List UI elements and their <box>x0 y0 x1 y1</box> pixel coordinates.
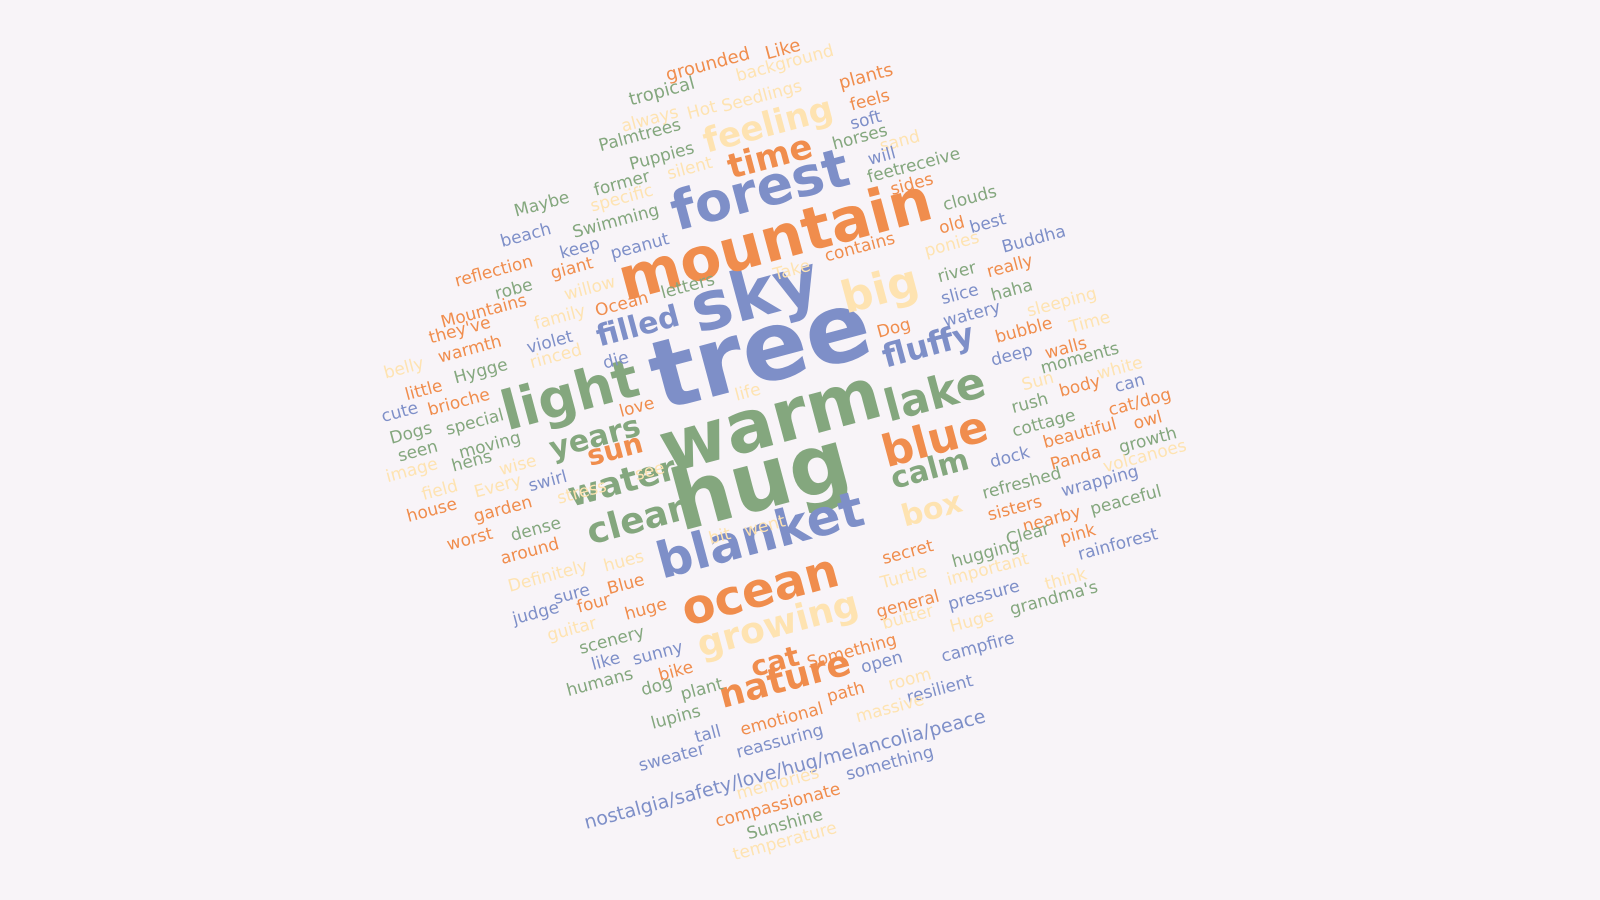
cloud-word: box <box>897 484 967 535</box>
cloud-word: belly <box>381 353 427 384</box>
cloud-word: sweater <box>636 739 708 776</box>
cloud-word: dock <box>987 442 1032 473</box>
cloud-word: body <box>1056 371 1103 402</box>
cloud-word: huge <box>622 594 670 625</box>
cloud-word: campfire <box>939 628 1017 667</box>
cloud-word: humans <box>564 664 636 701</box>
cloud-word: secret <box>879 536 936 569</box>
cloud-word: around <box>498 534 562 569</box>
cloud-word: clouds <box>940 181 999 216</box>
cloud-word: hens <box>449 446 495 477</box>
cloud-word: house <box>404 494 460 527</box>
cloud-word: Maybe <box>512 187 572 222</box>
cloud-word: worst <box>444 523 496 556</box>
cloud-word: Buddha <box>999 221 1068 258</box>
cloud-word: plant <box>678 674 726 705</box>
cloud-word: dog <box>638 672 675 701</box>
cloud-word: beach <box>498 219 554 252</box>
cloud-word: Time <box>1067 307 1113 338</box>
cloud-word: Blue <box>605 569 647 600</box>
cloud-word: deep <box>988 340 1035 371</box>
